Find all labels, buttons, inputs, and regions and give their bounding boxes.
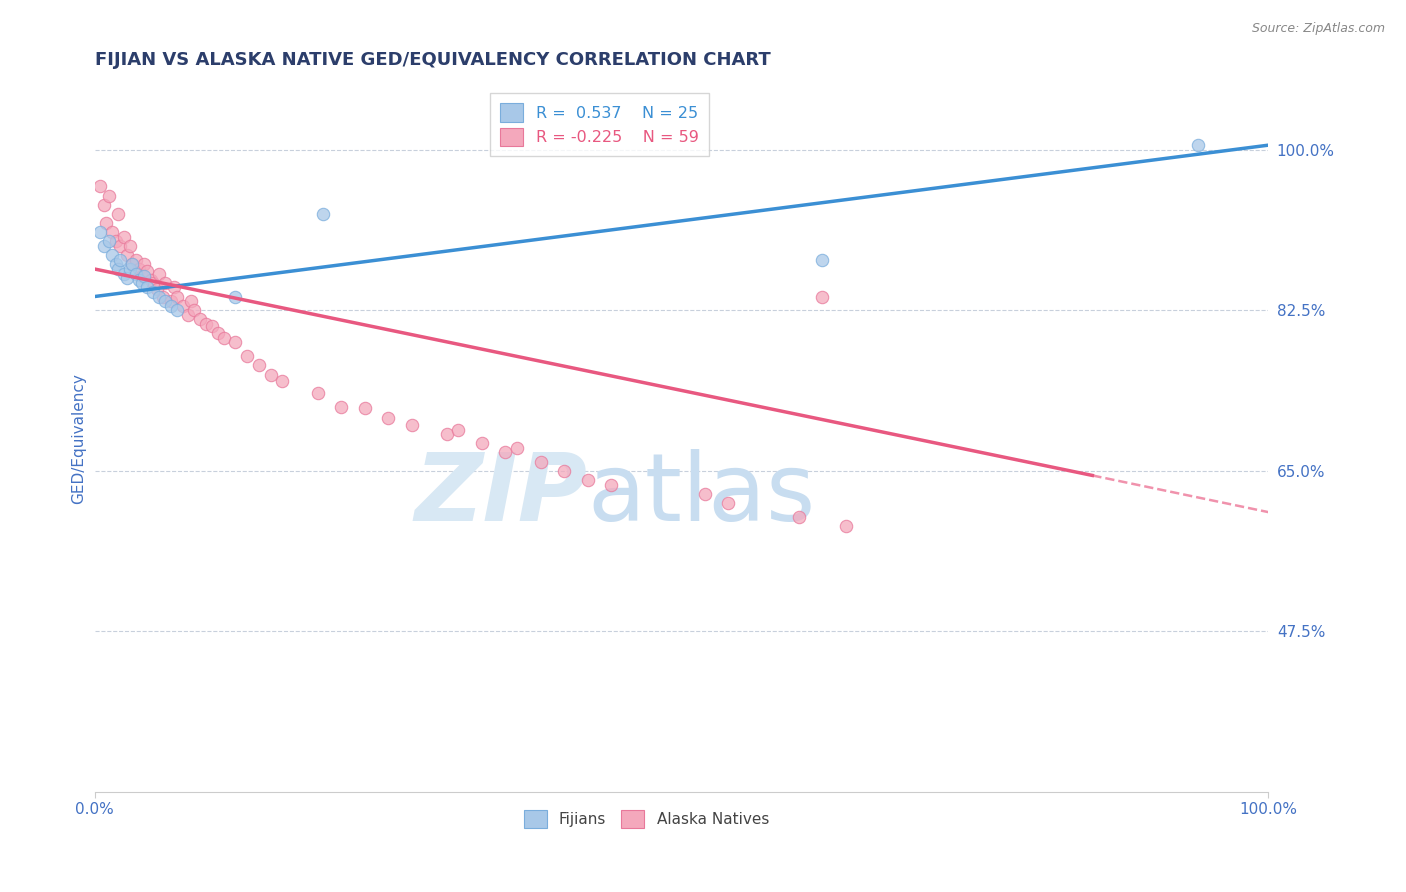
Point: [436, 427, 458, 442]
Point: [1187, 138, 1209, 153]
Point: [136, 264, 159, 278]
Point: [377, 410, 399, 425]
Point: [124, 252, 146, 267]
Point: [330, 400, 353, 414]
Point: [107, 207, 129, 221]
Point: [236, 349, 259, 363]
Point: [353, 401, 375, 416]
Point: [110, 252, 132, 267]
Point: [107, 262, 129, 277]
Point: [104, 235, 127, 249]
Point: [110, 239, 132, 253]
Point: [811, 252, 834, 267]
Point: [152, 289, 174, 303]
Point: [576, 473, 599, 487]
Point: [139, 273, 162, 287]
Point: [124, 267, 146, 281]
Point: [160, 299, 183, 313]
Point: [121, 257, 143, 271]
Point: [148, 289, 170, 303]
Point: [693, 487, 716, 501]
Point: [247, 359, 270, 373]
Point: [224, 289, 246, 303]
Point: [97, 188, 120, 202]
Legend: Fijians, Alaska Natives: Fijians, Alaska Natives: [517, 804, 775, 834]
Point: [600, 477, 623, 491]
Point: [128, 262, 150, 277]
Point: [471, 436, 494, 450]
Point: [447, 423, 470, 437]
Point: [195, 317, 218, 331]
Point: [142, 285, 165, 299]
Point: [118, 239, 141, 253]
Point: [401, 417, 423, 432]
Point: [118, 262, 141, 277]
Text: atlas: atlas: [588, 450, 815, 541]
Point: [188, 312, 211, 326]
Point: [153, 294, 176, 309]
Point: [104, 257, 127, 271]
Point: [132, 269, 155, 284]
Point: [166, 303, 188, 318]
Point: [787, 509, 810, 524]
Point: [97, 235, 120, 249]
Point: [101, 248, 124, 262]
Point: [811, 289, 834, 303]
Text: FIJIAN VS ALASKA NATIVE GED/EQUIVALENCY CORRELATION CHART: FIJIAN VS ALASKA NATIVE GED/EQUIVALENCY …: [94, 51, 770, 69]
Point: [172, 299, 194, 313]
Point: [121, 257, 143, 271]
Point: [553, 464, 575, 478]
Text: ZIP: ZIP: [415, 450, 588, 541]
Point: [259, 368, 281, 382]
Point: [131, 269, 153, 284]
Point: [131, 276, 153, 290]
Point: [835, 519, 858, 533]
Point: [153, 276, 176, 290]
Point: [530, 455, 553, 469]
Point: [101, 225, 124, 239]
Point: [180, 294, 202, 309]
Point: [717, 496, 740, 510]
Point: [307, 385, 329, 400]
Point: [312, 207, 335, 221]
Point: [506, 441, 529, 455]
Point: [148, 267, 170, 281]
Point: [128, 273, 150, 287]
Point: [93, 198, 115, 212]
Point: [117, 271, 139, 285]
Point: [201, 318, 224, 333]
Point: [160, 294, 183, 309]
Point: [166, 289, 188, 303]
Point: [494, 445, 516, 459]
Point: [89, 179, 111, 194]
Point: [132, 257, 155, 271]
Point: [271, 374, 294, 388]
Point: [146, 282, 169, 296]
Point: [112, 230, 135, 244]
Point: [163, 280, 186, 294]
Point: [183, 303, 205, 318]
Point: [212, 331, 235, 345]
Point: [93, 239, 115, 253]
Point: [89, 225, 111, 239]
Point: [96, 216, 118, 230]
Point: [136, 280, 159, 294]
Point: [117, 248, 139, 262]
Point: [142, 276, 165, 290]
Point: [177, 308, 200, 322]
Text: Source: ZipAtlas.com: Source: ZipAtlas.com: [1251, 22, 1385, 36]
Point: [112, 267, 135, 281]
Point: [224, 335, 246, 350]
Point: [207, 326, 229, 341]
Y-axis label: GED/Equivalency: GED/Equivalency: [72, 373, 86, 504]
